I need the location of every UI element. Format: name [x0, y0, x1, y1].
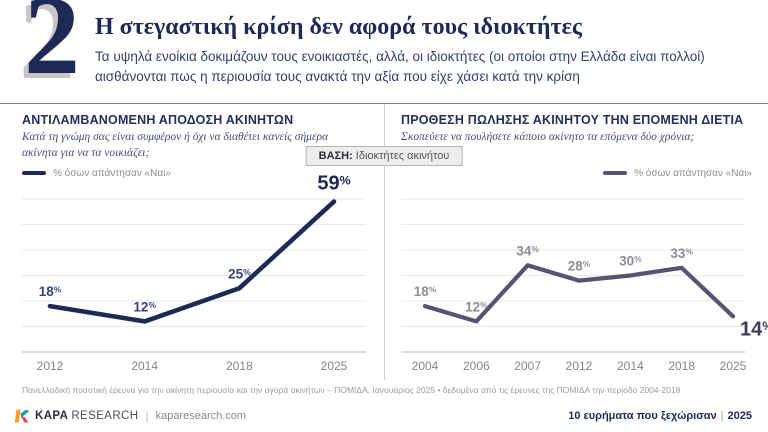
svg-text:2006: 2006	[463, 359, 490, 373]
kapa-k-icon	[14, 409, 30, 423]
legend-line-swatch	[22, 171, 46, 175]
line-chart-sale-intention: 2004 2006 2007 2012 2014 2018 202518%12%34%28%…	[401, 198, 768, 373]
section-number: 2	[24, 0, 80, 98]
svg-text:2014: 2014	[617, 359, 644, 373]
footer: KAPA RESEARCH | kaparesearch.com 10 ευρή…	[0, 405, 768, 432]
svg-text:14%: 14%	[740, 318, 768, 340]
svg-text:2018: 2018	[226, 359, 253, 373]
legend-left: % όσων απάντησαν «Ναι»	[22, 166, 370, 180]
svg-text:28%: 28%	[568, 259, 591, 274]
svg-text:2025: 2025	[720, 359, 747, 373]
chart-question-left: Κατά τη γνώμη σας είναι συμφέρον ή όχι ν…	[22, 131, 329, 159]
legend-label: % όσων απάντησαν «Ναι»	[53, 167, 171, 179]
svg-text:18%: 18%	[39, 284, 62, 299]
chart-title-right: ΠΡΟΘΕΣΗ ΠΩΛΗΣΗΣ ΑΚΙΝΗΤΟΥ ΤΗΝ ΕΠΟΜΕΝΗ ΔΙΕ…	[401, 113, 744, 127]
svg-text:2007: 2007	[514, 359, 541, 373]
findings-text: 10 ευρήματα που ξεχώρισαν	[568, 410, 717, 422]
brand-kapa: KAPA	[35, 410, 69, 422]
header: 2 Η στεγαστική κρίση δεν αφορά τους ιδιο…	[0, 0, 768, 103]
brand-research: RESEARCH	[71, 410, 139, 422]
chart-title-left: ΑΝΤΙΛΑΜΒΑΝΟΜΕΝΗ ΑΠΟΔΟΣΗ ΑΚΙΝΗΤΩΝ	[22, 113, 294, 127]
svg-text:34%: 34%	[516, 243, 539, 258]
svg-text:2012: 2012	[566, 359, 593, 373]
brand-separator: |	[145, 409, 149, 423]
kapa-research-logo: KAPA RESEARCH | kaparesearch.com	[14, 408, 246, 424]
page-title: Η στεγαστική κρίση δεν αφορά τους ιδιοκτ…	[95, 14, 582, 40]
svg-text:12%: 12%	[133, 299, 156, 314]
svg-text:33%: 33%	[670, 246, 693, 261]
findings-year: 2025	[727, 410, 752, 422]
base-badge-value: Ιδιοκτήτες ακινήτου	[355, 150, 450, 162]
source-footnote: Πανελλαδική ποσοτική έρευνα για την ακίν…	[22, 385, 681, 395]
base-badge: ΒΑΣΗ: Ιδιοκτήτες ακινήτου	[305, 146, 463, 166]
legend-right: % όσων απάντησαν «Ναι»	[401, 166, 752, 180]
page-subtitle: Τα υψηλά ενοίκια δοκιμάζουν τους ενοικια…	[95, 49, 705, 84]
brand-site-link[interactable]: kaparesearch.com	[155, 410, 247, 422]
svg-text:30%: 30%	[619, 254, 642, 269]
header-divider	[0, 103, 768, 104]
charts-row: ΒΑΣΗ: Ιδιοκτήτες ακινήτου ΑΝΤΙΛΑΜΒΑΝΟΜΕΝΗ…	[0, 104, 768, 380]
panel-perceived-yield: ΑΝΤΙΛΑΜΒΑΝΟΜΕΝΗ ΑΠΟΔΟΣΗ ΑΚΙΝΗΤΩΝ Κατά τη…	[0, 104, 384, 380]
svg-text:59%: 59%	[317, 173, 350, 195]
findings-separator: |	[720, 410, 724, 422]
base-badge-label: ΒΑΣΗ:	[318, 150, 353, 162]
panel-sale-intention: ΠΡΟΘΕΣΗ ΠΩΛΗΣΗΣ ΑΚΙΝΗΤΟΥ ΤΗΝ ΕΠΟΜΕΝΗ ΔΙΕ…	[384, 104, 768, 380]
findings-label: 10 ευρήματα που ξεχώρισαν | 2025	[568, 410, 752, 422]
svg-text:2012: 2012	[37, 359, 64, 373]
svg-text:2025: 2025	[321, 359, 348, 373]
legend-label: % όσων απάντησαν «Ναι»	[634, 167, 752, 179]
svg-text:18%: 18%	[414, 284, 437, 299]
chart-question-right: Σκοπεύετε να πουλήσετε κάποιο ακίνητο τα…	[401, 131, 695, 143]
legend-line-swatch	[603, 171, 628, 175]
svg-text:2014: 2014	[131, 359, 158, 373]
svg-text:2004: 2004	[412, 359, 439, 373]
svg-text:2018: 2018	[668, 359, 695, 373]
